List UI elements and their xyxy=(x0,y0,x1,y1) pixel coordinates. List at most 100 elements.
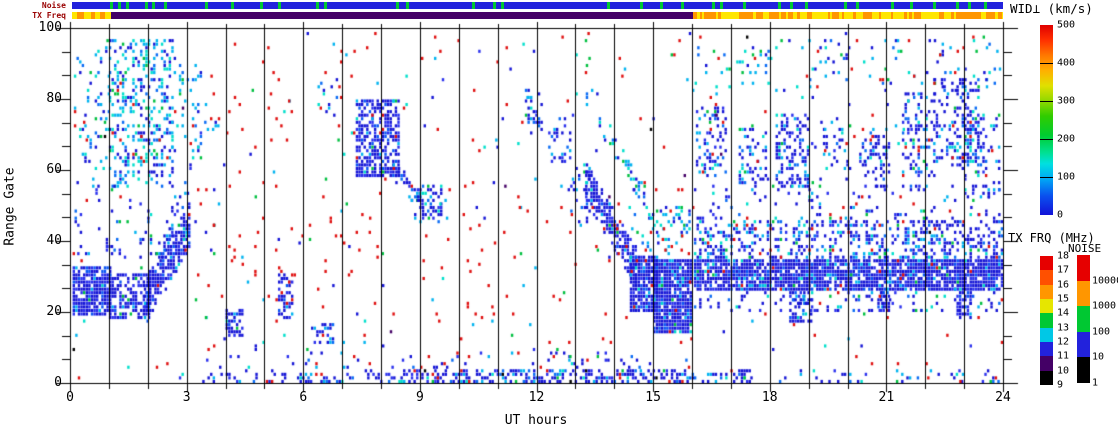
wid-colorbar-tick xyxy=(1040,177,1053,178)
txfreq-strip-dash xyxy=(718,12,721,19)
txfreq-strip-dash xyxy=(962,12,966,19)
x-tick-label: 15 xyxy=(645,390,661,405)
noise-strip-green-dash xyxy=(316,2,320,9)
txfreq-strip-dash xyxy=(694,12,698,19)
y-tick-label: 80 xyxy=(46,91,62,107)
wid-colorbar-label: 300 xyxy=(1057,95,1076,107)
txfreq-strip-dash xyxy=(704,12,707,19)
x-tick-label: 0 xyxy=(66,390,74,405)
noise-strip-green-dash xyxy=(659,2,663,9)
txfreq-strip-dash xyxy=(827,12,831,19)
txfreq-strip-dash xyxy=(692,12,696,19)
tx-colorbar-label: 11 xyxy=(1057,350,1070,362)
tx-colorbar-segment xyxy=(1040,341,1053,357)
txfreq-strip-dash xyxy=(88,12,91,19)
x-tick-label: 6 xyxy=(299,390,308,405)
tx-colorbar-label: 17 xyxy=(1057,264,1070,276)
txfreq-strip-dash xyxy=(788,12,791,19)
plot-area xyxy=(70,28,1003,383)
noise-strip-green-dash xyxy=(719,2,723,9)
txfreq-strip-dash xyxy=(806,12,810,19)
noise-strip-green-dash xyxy=(640,2,644,9)
y-axis-title: Range Gate xyxy=(2,167,18,246)
txfreq-strip-dash xyxy=(958,12,961,19)
txfreq-strip-dash xyxy=(990,12,994,19)
txfreq-strip-dash xyxy=(999,12,1003,19)
txfreq-strip-dash xyxy=(748,12,752,19)
noise-strip-green-dash xyxy=(152,2,156,9)
txfreq-strip-dash xyxy=(913,12,917,19)
txfreq-strip-dash xyxy=(869,12,873,19)
txfreq-strip-dash xyxy=(760,12,763,19)
x-tick-label: 24 xyxy=(995,390,1011,405)
txfreq-strip-dash xyxy=(750,12,754,19)
tx-colorbar-title: TX FRQ (MHz) xyxy=(1008,231,1095,245)
txfreq-strip-dash xyxy=(774,12,777,19)
noise-strip-green-dash xyxy=(260,2,264,9)
txfreq-strip-dash xyxy=(699,12,703,19)
txfreq-strip-dash xyxy=(741,12,745,19)
txfreq-strip-dash xyxy=(941,12,945,19)
noise-strip-green-dash xyxy=(855,2,859,9)
txfreq-strip-segment xyxy=(72,12,111,19)
noise-strip-green-dash xyxy=(681,2,685,9)
tx-colorbar-label: 15 xyxy=(1057,293,1070,305)
txfreq-strip-dash xyxy=(85,12,89,19)
txfreq-strip-dash xyxy=(769,12,772,19)
txfreq-strip-dash xyxy=(109,12,112,19)
noise-strip-green-dash xyxy=(983,2,987,9)
noise-strip-green-dash xyxy=(789,2,793,9)
tx-colorbar-label: 14 xyxy=(1057,307,1070,319)
tx-colorbar-label: 16 xyxy=(1057,279,1070,291)
tx-colorbar-label: 12 xyxy=(1057,336,1070,348)
noise-strip-green-dash xyxy=(324,2,328,9)
tx-colorbar-label: 10 xyxy=(1057,365,1070,377)
txfreq-strip-dash xyxy=(939,12,942,19)
txfreq-strip-dash xyxy=(909,12,912,19)
txfreq-strip-dash xyxy=(781,12,784,19)
txfreq-strip-dash xyxy=(967,12,970,19)
wid-colorbar-title: WID⊥ (km/s) xyxy=(1010,1,1093,16)
noise-strip-green-dash xyxy=(163,2,167,9)
tx-colorbar-segment xyxy=(1040,356,1053,371)
wid-colorbar-tick xyxy=(1040,63,1053,64)
noise-strip-green-dash xyxy=(471,2,475,9)
noise-strip-green-dash xyxy=(805,2,809,9)
txfreq-strip-dash xyxy=(83,12,87,19)
txfreq-strip-label: TX Freq xyxy=(32,11,66,20)
txfreq-strip-dash xyxy=(976,12,980,19)
wid-colorbar-tick xyxy=(1040,101,1053,102)
noise-strip xyxy=(72,2,1003,9)
noise-strip-green-dash xyxy=(743,2,747,9)
txfreq-strip-dash xyxy=(783,12,786,19)
y-tick-label: 0 xyxy=(54,375,62,391)
noise-strip-green-dash xyxy=(890,2,894,9)
txfreq-strip-dash xyxy=(743,12,747,19)
txfreq-strip-dash xyxy=(971,12,975,19)
wid-colorbar-tick xyxy=(1040,139,1053,140)
txfreq-strip-dash xyxy=(890,12,893,19)
txfreq-strip-dash xyxy=(95,12,98,19)
tx-colorbar-segment xyxy=(1040,313,1053,328)
txfreq-strip-dash xyxy=(713,12,717,19)
noise-colorbar-label: 10 xyxy=(1092,351,1105,363)
noise-strip-green-dash xyxy=(405,2,409,9)
txfreq-strip-dash xyxy=(790,12,793,19)
txfreq-strip-dash xyxy=(834,12,838,19)
tx-colorbar-segment xyxy=(1040,370,1053,385)
txfreq-strip-dash xyxy=(864,12,868,19)
tx-colorbar-segment xyxy=(1040,256,1053,271)
txfreq-strip-dash xyxy=(708,12,712,19)
txfreq-strip-dash xyxy=(985,12,989,19)
noise-strip-green-dash xyxy=(492,2,496,9)
txfreq-strip-dash xyxy=(951,12,954,19)
noise-strip-green-dash xyxy=(231,2,235,9)
tx-colorbar xyxy=(1040,256,1053,385)
txfreq-strip-dash xyxy=(74,12,77,19)
txfreq-strip-dash xyxy=(104,12,108,19)
tx-colorbar-label: 18 xyxy=(1057,250,1070,262)
wid-colorbar xyxy=(1040,25,1053,215)
noise-strip-green-dash xyxy=(144,2,148,9)
txfreq-strip-dash xyxy=(797,12,800,19)
